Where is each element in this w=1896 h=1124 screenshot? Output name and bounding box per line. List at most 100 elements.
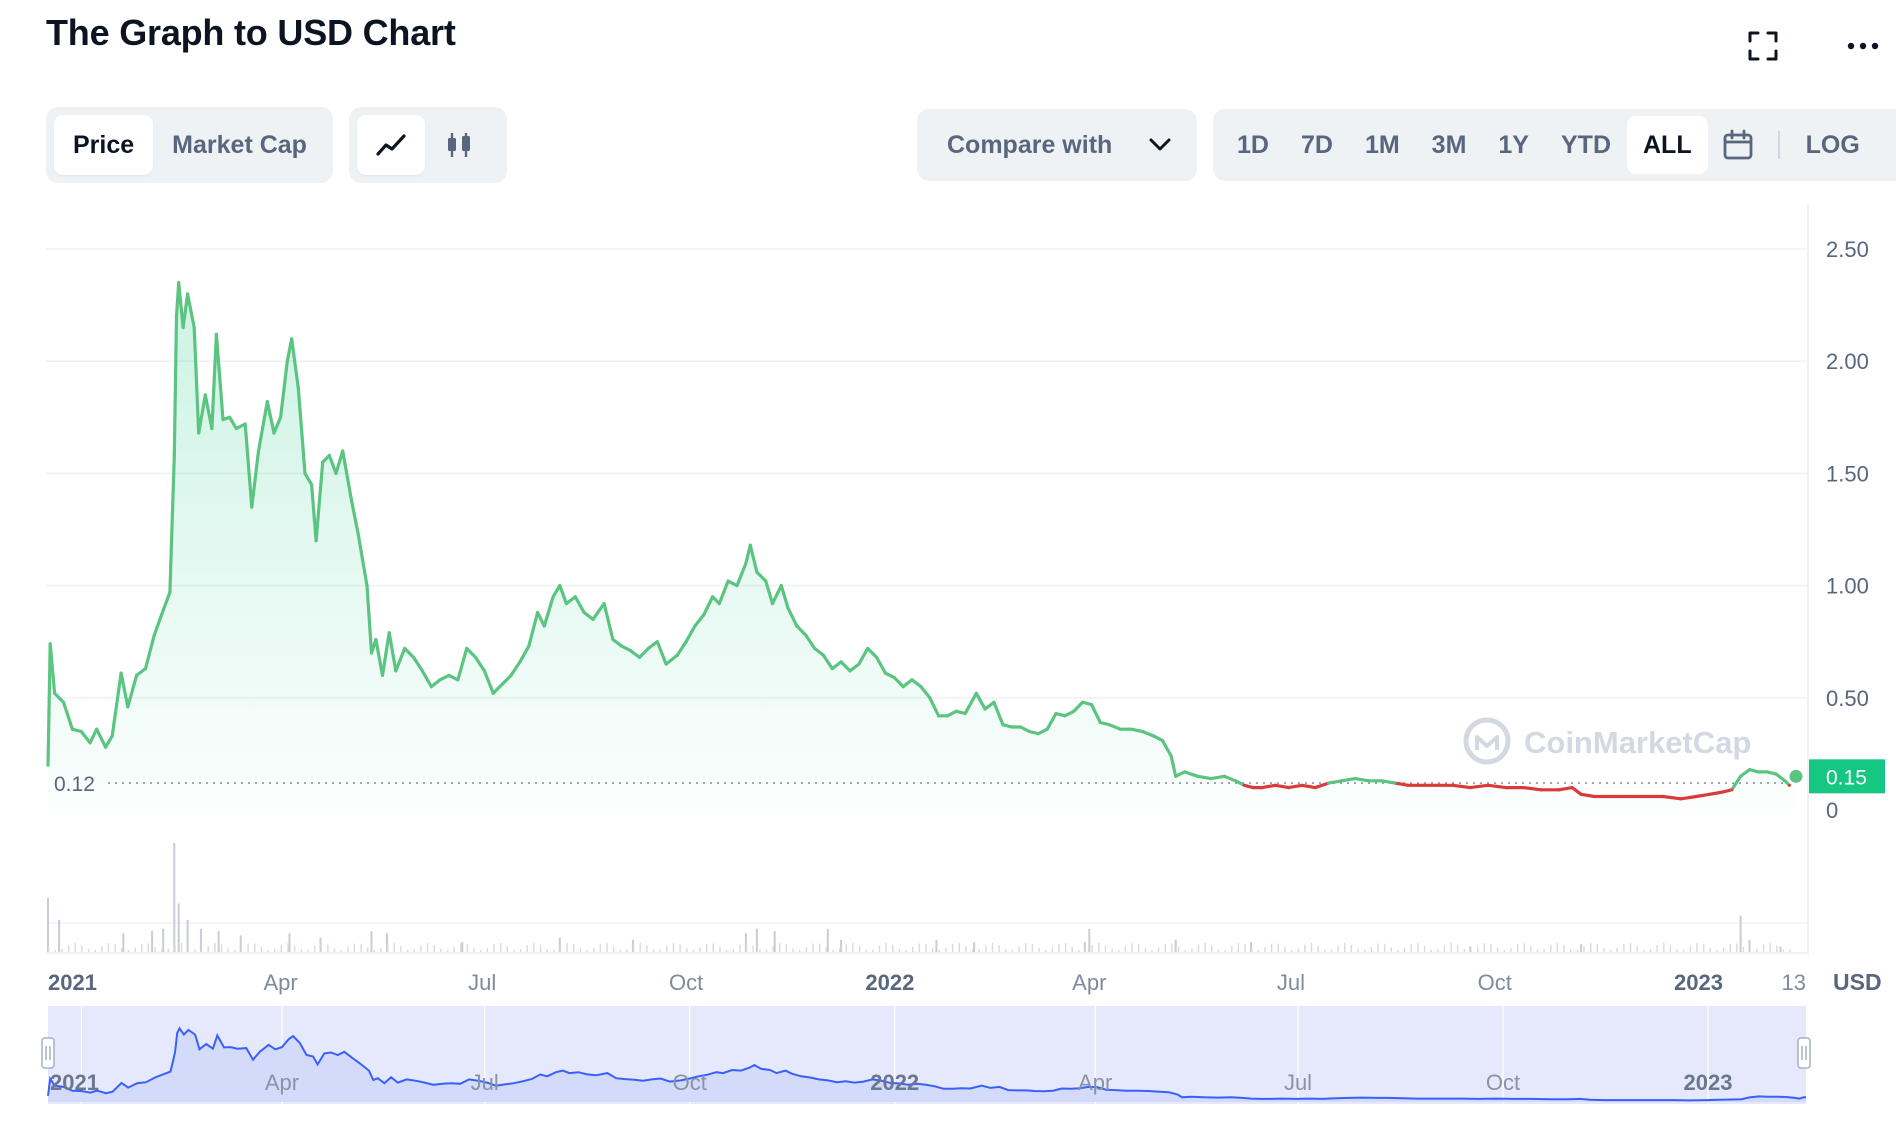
price-point <box>1001 723 1005 727</box>
price-point <box>983 707 987 711</box>
calendar-button[interactable] <box>1708 116 1768 174</box>
navigator-tick-label: 2021 <box>50 1070 99 1095</box>
candlestick-button[interactable] <box>425 115 493 175</box>
price-point <box>866 647 870 650</box>
volume-bar <box>47 898 49 953</box>
volume-bar <box>234 950 236 953</box>
volume-bar <box>446 949 449 953</box>
volume-bar <box>773 931 776 953</box>
volume-bar <box>971 949 974 953</box>
range-7d[interactable]: 7D <box>1300 130 1333 159</box>
price-line-segment <box>582 610 595 621</box>
tab-market-cap[interactable]: Market Cap <box>172 130 307 159</box>
volume-bar <box>1277 943 1279 953</box>
volume-bar <box>1683 949 1685 953</box>
volume-bar <box>1762 944 1765 953</box>
price-line-segment <box>735 561 748 588</box>
fullscreen-button[interactable] <box>1741 24 1785 68</box>
volume-bar <box>666 946 668 953</box>
price-line-segment <box>1730 774 1743 792</box>
price-line-segment <box>1774 772 1787 783</box>
price-point <box>518 660 522 664</box>
view-toggle: Price Market Cap <box>46 107 333 183</box>
price-line-segment <box>95 727 108 749</box>
volume-bar <box>1174 939 1177 953</box>
volume-bar <box>1709 948 1711 953</box>
volume-bar <box>1403 948 1406 953</box>
price-line-segment <box>1393 781 1410 787</box>
volume-bar <box>274 948 276 953</box>
range-1d[interactable]: 1D <box>1237 130 1269 159</box>
range-1y[interactable]: 1Y <box>1498 130 1529 159</box>
range-all[interactable]: ALL <box>1627 116 1708 174</box>
volume-bar <box>54 949 56 953</box>
tab-price[interactable]: Price <box>54 115 154 175</box>
compare-with-dropdown[interactable]: Compare with <box>917 109 1197 181</box>
volume-bar <box>1477 946 1479 953</box>
volume-bar <box>1383 943 1386 953</box>
log-scale-toggle[interactable]: LOG <box>1805 130 1860 159</box>
volume-bar <box>1337 945 1339 953</box>
range-ytd[interactable]: YTD <box>1561 130 1611 159</box>
volume-bar <box>1629 943 1632 953</box>
volume-bar <box>360 943 362 953</box>
y-tick-label: 1.50 <box>1826 461 1869 486</box>
price-line-segment <box>963 691 978 716</box>
price-point <box>328 454 331 457</box>
volume-bar <box>207 946 209 953</box>
price-point <box>1557 788 1561 792</box>
x-tick-label: 2023 <box>1674 970 1723 995</box>
volume-bar <box>779 943 781 953</box>
price-line-segment <box>928 696 941 718</box>
volume-bar <box>1390 947 1392 953</box>
volume-bar <box>858 946 861 953</box>
x-tick-label: Jul <box>1277 970 1305 995</box>
navigator-left-handle[interactable] <box>41 1037 55 1069</box>
line-chart-icon <box>376 134 406 156</box>
price-point <box>104 745 107 749</box>
price-point <box>509 674 513 677</box>
more-button[interactable] <box>1841 24 1885 68</box>
price-line-segment <box>61 700 75 731</box>
navigator[interactable]: 2021 Apr Jul Oct 2022 Apr Jul Oct 2023 <box>41 1006 1811 1104</box>
price-point <box>1174 774 1178 778</box>
price-line-segment <box>637 646 651 660</box>
volume-bar <box>865 949 867 953</box>
volume-bar <box>1469 946 1472 953</box>
price-point <box>1774 772 1778 776</box>
volume-bars <box>47 843 1791 953</box>
price-point <box>1161 739 1164 742</box>
price-point <box>1054 712 1058 715</box>
price-point <box>257 449 260 453</box>
volume-bar <box>878 945 881 953</box>
price-line-segment <box>1300 783 1317 790</box>
volume-bar <box>712 943 714 953</box>
volume-bar <box>1616 947 1618 953</box>
line-chart-button[interactable] <box>357 115 425 175</box>
y-axis-ticks: 2.50 2.00 1.50 1.00 0.50 0 <box>1826 237 1869 823</box>
price-line-segment <box>290 337 300 390</box>
price-point <box>175 314 178 318</box>
price-point <box>954 709 958 713</box>
price-point <box>181 326 185 329</box>
x-tick-label: Oct <box>1478 970 1512 995</box>
price-line-segment <box>1222 774 1238 783</box>
price-line-segment <box>192 325 201 435</box>
volume-bar <box>679 944 681 953</box>
range-1m[interactable]: 1M <box>1364 130 1400 159</box>
price-point <box>536 611 539 614</box>
price-line-segment <box>374 637 385 678</box>
volume-bar <box>539 945 542 953</box>
volume-bar <box>500 943 502 953</box>
price-point <box>126 705 130 709</box>
last-price-dot <box>1786 766 1806 786</box>
price-point <box>285 359 289 363</box>
price-point <box>314 539 318 543</box>
volume-bar <box>387 944 389 953</box>
price-point <box>1748 768 1751 771</box>
volume-bar <box>513 949 515 953</box>
navigator-right-handle[interactable] <box>1797 1037 1811 1069</box>
range-3m[interactable]: 3M <box>1431 130 1467 159</box>
price-line-segment <box>892 675 905 689</box>
